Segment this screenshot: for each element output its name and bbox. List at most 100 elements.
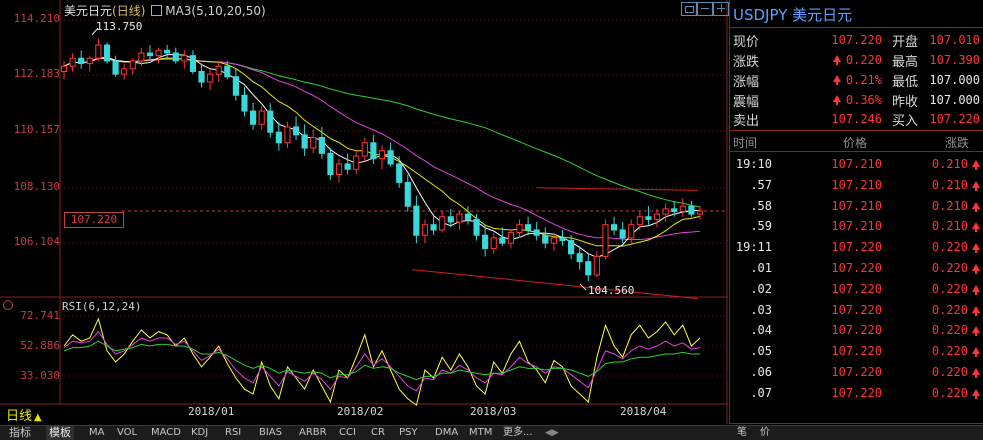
candle[interactable] [189,55,196,72]
candle[interactable] [86,57,93,65]
candle[interactable] [292,126,300,136]
candle[interactable] [155,49,162,57]
toolbar-item-dma[interactable]: DMA [435,427,459,438]
toolbar-item-psy[interactable]: PSY [399,427,418,438]
candle[interactable] [516,224,523,234]
toolbar-item-bias[interactable]: BIAS [259,427,282,438]
candle[interactable] [224,65,231,78]
candle[interactable] [585,261,592,276]
candle[interactable] [146,52,154,57]
candle[interactable] [370,142,377,160]
candle[interactable] [645,216,652,220]
candle[interactable] [533,229,540,236]
candle[interactable] [404,181,411,207]
trendline[interactable] [412,269,699,300]
candle[interactable] [164,49,171,54]
toolbar-item-more[interactable]: 更多... [503,427,533,438]
toolbar-item-vol[interactable]: VOL [117,427,138,438]
toolbar-item-template[interactable]: 模板 [46,426,74,440]
trendline[interactable] [536,187,699,191]
candle[interactable] [456,213,463,223]
toolbar-tab-price[interactable]: 价 [760,427,770,438]
candle[interactable] [275,131,282,144]
candle[interactable] [103,44,111,62]
candle[interactable] [327,152,334,175]
candle[interactable] [490,237,497,249]
candle[interactable] [576,253,583,263]
candle[interactable] [232,76,239,96]
candle[interactable] [284,126,291,144]
candle[interactable] [112,60,119,75]
candle[interactable] [318,137,325,154]
toolbar-item-mtm[interactable]: MTM [469,427,493,438]
candle[interactable] [181,55,188,62]
candle[interactable] [439,216,446,231]
candle[interactable] [568,240,575,255]
zoom-in-icon[interactable] [713,2,729,16]
chart-area[interactable]: 114.210 112.183 110.157 108.130 106.104 … [0,0,729,424]
candle[interactable] [473,218,480,236]
candle[interactable] [593,255,600,276]
candle[interactable] [301,134,308,149]
candle[interactable] [207,73,214,83]
candle[interactable] [499,237,506,244]
candle[interactable] [559,237,566,242]
candle[interactable] [129,60,136,70]
toolbar-item-ma[interactable]: MA [89,427,105,438]
candle[interactable] [464,213,472,220]
candle[interactable] [421,224,429,236]
candle[interactable] [696,210,704,215]
candle[interactable] [507,232,514,244]
candle[interactable] [172,52,179,62]
rsi-settings-icon[interactable] [3,300,13,310]
toolbar-item-cr[interactable]: CR [371,427,385,438]
toolbar-item-kdj[interactable]: KDJ [191,427,209,438]
indicator-checkbox-icon[interactable] [151,5,163,16]
candle[interactable] [69,57,76,67]
candle[interactable] [619,229,626,239]
candle[interactable] [688,205,695,215]
candle[interactable] [610,224,618,231]
candle[interactable] [662,208,669,215]
candle[interactable] [78,57,85,65]
candle[interactable] [525,224,532,231]
candle[interactable] [60,65,68,72]
toolbar-tab-detail[interactable]: 笔 [737,427,747,438]
candle[interactable] [378,150,386,160]
candle[interactable] [361,142,368,157]
candle[interactable] [258,110,265,125]
candle[interactable] [335,163,343,175]
candle[interactable] [447,216,454,223]
candle[interactable] [198,70,205,83]
candle[interactable] [250,110,257,125]
toolbar-item-macd[interactable]: MACD [151,427,181,438]
candle[interactable] [628,224,635,239]
candle[interactable] [679,205,686,212]
candle[interactable] [138,52,145,62]
candle[interactable] [387,150,394,165]
restore-icon[interactable] [681,2,697,16]
candle[interactable] [310,137,317,149]
toolbar-item-indicator[interactable]: 指标 [9,426,31,439]
toolbar-item-rsi[interactable]: RSI [225,427,242,438]
candle[interactable] [267,110,274,133]
candle[interactable] [602,224,609,257]
candle[interactable] [550,237,557,244]
candle[interactable] [482,234,489,249]
candle[interactable] [671,208,678,212]
toolbar-scroll-icon[interactable]: ◀▶ [545,428,559,438]
candle[interactable] [636,216,643,226]
candle[interactable] [215,65,222,75]
candle[interactable] [95,44,102,59]
candle[interactable] [396,163,403,183]
candle[interactable] [353,155,360,170]
toolbar-item-cci[interactable]: CCI [339,427,356,438]
zoom-out-icon[interactable] [697,2,713,16]
price-chart[interactable] [0,0,728,424]
candle[interactable] [542,234,549,244]
candle[interactable] [413,205,420,236]
period-selector[interactable]: 日线 ▲ [6,405,42,424]
candle[interactable] [121,68,128,75]
candle[interactable] [653,213,661,220]
candle[interactable] [344,163,351,170]
